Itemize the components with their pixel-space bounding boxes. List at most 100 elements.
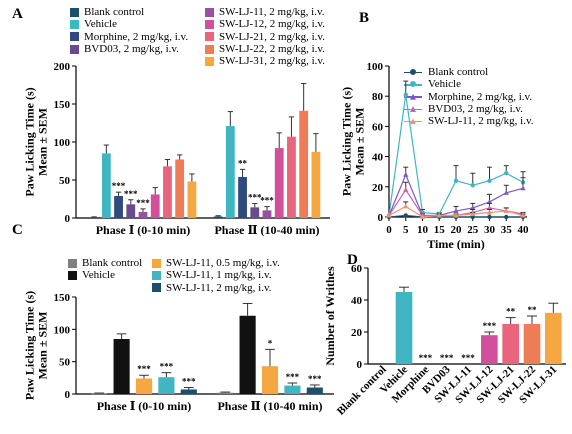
y-axis-label: Paw Licking Time (s)Mean ± SEM <box>340 87 367 196</box>
legend-c-left: Blank control Vehicle <box>68 257 178 282</box>
significance-label: *** <box>461 353 475 363</box>
bar <box>225 126 235 218</box>
data-point <box>403 92 408 97</box>
y-tick-label: 60 <box>351 263 363 275</box>
bar <box>175 159 185 218</box>
y-tick-label: 0 <box>378 212 384 224</box>
data-point <box>470 183 475 188</box>
data-point <box>504 171 509 176</box>
legend-label: Blank control <box>84 6 145 18</box>
legend-c-item: SW-LJ-11, 0.5 mg/kg, i.v. <box>152 257 322 269</box>
y-tick-label: 150 <box>54 292 71 304</box>
legend-a-item: SW-LJ-21, 2 mg/kg, i.v. <box>205 31 345 43</box>
legend-a-item: Vehicle <box>70 18 210 30</box>
x-tick-label: 20 <box>451 224 463 236</box>
bar <box>163 166 172 218</box>
y-tick-label: 0 <box>65 389 71 401</box>
bar <box>238 176 247 218</box>
x-tick-label: 40 <box>518 224 530 236</box>
legend-a-item: Morphine, 2 mg/kg, i.v. <box>70 31 210 43</box>
data-point <box>403 171 409 177</box>
legend-swatch <box>205 7 214 17</box>
x-tick-label: 10 <box>417 224 429 236</box>
legend-line-swatch <box>404 92 422 101</box>
legend-b-item: BVD03, 2 mg/kg, i.v. <box>404 103 564 115</box>
legend-line-swatch <box>404 117 422 126</box>
data-point <box>520 212 526 218</box>
y-axis-label: Paw Licking Time (s)Mean ± SEM <box>23 291 50 400</box>
y-tick-label: 60 <box>372 121 384 133</box>
legend-a-item: SW-LJ-31, 2 mg/kg, i.v. <box>205 55 345 67</box>
legend-a-item: SW-LJ-12, 2 mg/kg, i.v. <box>205 18 345 30</box>
data-point <box>486 199 493 204</box>
legend-label: Vehicle <box>84 18 117 31</box>
data-point <box>470 211 476 216</box>
legend-c-item: Vehicle <box>68 269 178 281</box>
legend-swatch <box>152 258 161 268</box>
significance-label: *** <box>440 353 454 363</box>
legend-swatch <box>152 283 161 293</box>
legend-label: SW-LJ-11, 2 mg/kg, i.v. <box>166 281 272 294</box>
legend-c-item: Blank control <box>68 257 178 269</box>
significance-label: *** <box>483 321 497 331</box>
bar <box>101 153 111 218</box>
significance-label: *** <box>137 364 151 374</box>
legend-swatch <box>70 7 79 17</box>
chart-a: 0 50 100 150 200 *** *** *** Phase Ⅰ (0-10 min) *… <box>0 0 345 237</box>
panel-letter-a: A <box>12 6 23 22</box>
bar <box>158 377 175 394</box>
legend-line-swatch <box>404 105 422 114</box>
legend-c-item: SW-LJ-11, 2 mg/kg, i.v. <box>152 282 322 294</box>
data-point <box>487 214 492 220</box>
bar <box>135 378 153 394</box>
significance-label: *** <box>260 196 274 206</box>
legend-c-right: SW-LJ-11, 0.5 mg/kg, i.v. SW-LJ-11, 1 mg… <box>152 257 322 294</box>
chart-b: 0 20 40 60 80 100 0 5 10 15 20 25 30 35 40 Time (min) Pa… <box>340 0 572 251</box>
x-tick-label: 0 <box>386 224 392 236</box>
x-group-label: Phase Ⅱ (10-40 min) <box>214 223 319 237</box>
y-tick-label: 0 <box>357 359 363 371</box>
data-point <box>503 190 509 195</box>
y-tick-label: 20 <box>351 327 363 339</box>
y-tick-label: 200 <box>54 61 71 73</box>
legend-b-item: Vehicle <box>404 78 564 90</box>
legend-swatch <box>70 19 79 29</box>
bar <box>113 339 130 394</box>
data-point <box>453 212 459 218</box>
bar <box>523 324 541 364</box>
bar <box>213 216 223 218</box>
bar <box>261 366 279 394</box>
data-point <box>503 208 509 213</box>
bar <box>274 148 284 218</box>
legend-label: SW-LJ-31, 2 mg/kg, i.v. <box>219 55 325 68</box>
data-point <box>504 214 509 220</box>
legend-swatch <box>70 32 79 42</box>
chart-d: 0 20 40 60 Number of Writhes Blank control Veh… <box>320 248 572 434</box>
legend-swatch <box>68 270 77 280</box>
legend-b: Blank control Vehicle Morphine, 2 mg/kg,… <box>404 66 564 127</box>
legend-label: SW-LJ-12, 2 mg/kg, i.v. <box>219 18 325 31</box>
data-point <box>386 212 392 218</box>
legend-label: Blank control <box>82 257 143 269</box>
legend-swatch <box>205 56 214 66</box>
data-point <box>486 205 493 210</box>
data-point <box>403 213 408 218</box>
y-tick-label: 150 <box>54 99 71 111</box>
legend-c-item: SW-LJ-11, 1 mg/kg, i.v. <box>152 269 322 281</box>
bar <box>114 195 123 218</box>
data-point <box>403 187 409 192</box>
y-tick-label: 100 <box>54 324 71 336</box>
data-point <box>487 178 492 183</box>
bar <box>481 335 498 364</box>
legend-label: SW-LJ-11, 2 mg/kg, i.v. <box>219 6 325 18</box>
bar <box>126 204 136 218</box>
data-point <box>486 209 493 215</box>
y-axis-label: Number of Writhes <box>323 266 337 366</box>
legend-label: BVD03, 2 mg/kg, i.v. <box>428 102 523 115</box>
legend-label: SW-LJ-22, 2 mg/kg, i.v. <box>219 42 325 55</box>
significance-label: ** <box>238 158 248 168</box>
panel-letter-b: B <box>359 10 370 26</box>
data-point <box>453 178 459 183</box>
